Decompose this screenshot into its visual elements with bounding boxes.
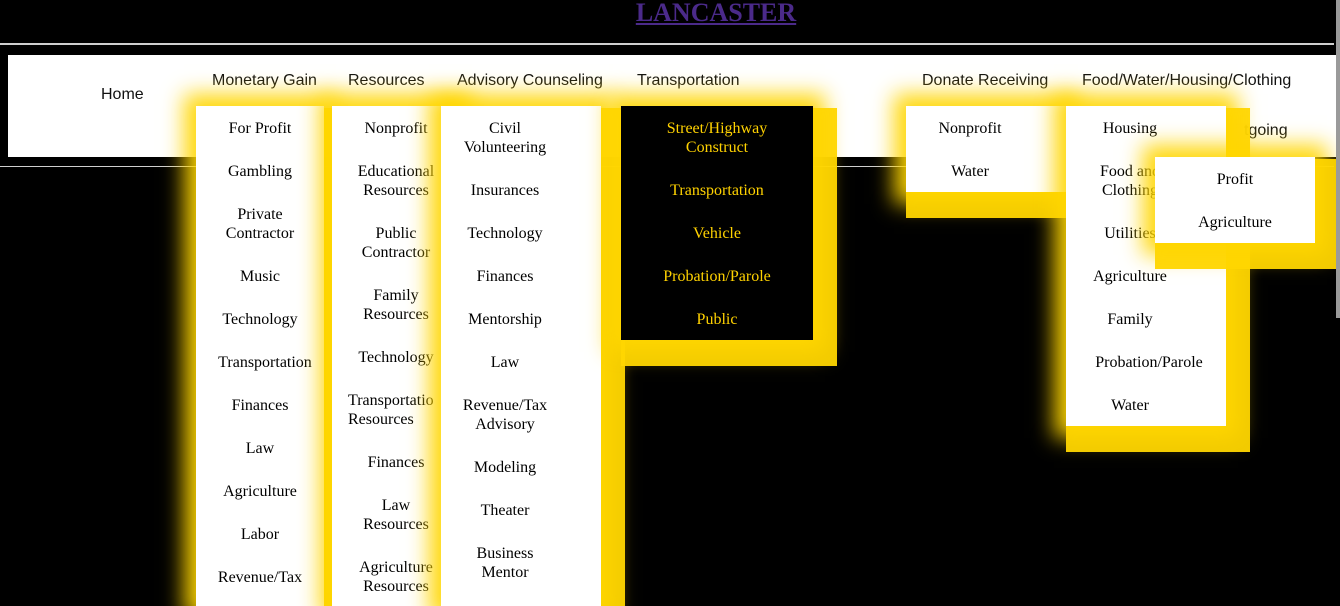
page-scrollbar[interactable] xyxy=(1336,0,1340,318)
menu-item-modeling[interactable]: Modeling xyxy=(473,459,537,476)
nav-outgoing-fragment[interactable]: tgoing xyxy=(1244,122,1288,139)
menu-item-street-highway-construct[interactable]: Street/Highway Construct xyxy=(666,120,768,156)
menu-item-finances[interactable]: Finances xyxy=(476,268,534,285)
nav-food-water-housing-clothing[interactable]: Food/Water/Housing/Clothing xyxy=(1082,72,1292,89)
menu-item-law[interactable]: Law xyxy=(490,354,520,371)
menu-item-finances[interactable]: Finances xyxy=(367,454,425,471)
menu-item-law[interactable]: Law xyxy=(245,440,275,457)
menu-item-water[interactable]: Water xyxy=(1111,397,1149,414)
menu-item-public[interactable]: Public xyxy=(696,311,738,328)
menu-item-vehicle[interactable]: Vehicle xyxy=(693,225,741,242)
nav-monetary-gain[interactable]: Monetary Gain xyxy=(212,72,317,89)
menu-item-revenue-tax[interactable]: Revenue/Tax xyxy=(217,569,303,586)
menu-item-probation-parole[interactable]: Probation/Parole xyxy=(663,268,771,285)
menu-item-housing[interactable]: Housing xyxy=(1102,120,1158,137)
menu-item-water[interactable]: Water xyxy=(951,163,989,180)
menu-item-technology[interactable]: Technology xyxy=(358,349,434,366)
nav-home[interactable]: Home xyxy=(101,86,144,103)
menu-item-agriculture[interactable]: Agriculture xyxy=(1093,268,1167,285)
menu-item-law-resources[interactable]: Law Resources xyxy=(363,497,429,533)
menu-item-gambling[interactable]: Gambling xyxy=(228,163,292,180)
nav-advisory-counseling[interactable]: Advisory Counseling xyxy=(457,72,603,89)
menu-item-food-and-clothing[interactable]: Food and Clothing xyxy=(1100,163,1160,199)
menu-item-revenue-tax-advisory[interactable]: Revenue/Tax Advisory xyxy=(462,397,548,433)
menu-item-mentorship[interactable]: Mentorship xyxy=(468,311,542,328)
dropdown-transportation: Street/Highway Construct Transportation … xyxy=(621,106,813,340)
nav-transportation[interactable]: Transportation xyxy=(637,72,740,89)
nav-resources[interactable]: Resources xyxy=(348,72,425,89)
menu-item-family[interactable]: Family xyxy=(1107,311,1153,328)
menu-item-finances[interactable]: Finances xyxy=(231,397,289,414)
site-title[interactable]: LANCASTER xyxy=(635,0,797,27)
dropdown-advisory-counseling: Civil Volunteering Insurances Technology… xyxy=(441,106,601,606)
menu-item-public-contractor[interactable]: Public Contractor xyxy=(361,225,431,261)
menu-item-nonprofit[interactable]: Nonprofit xyxy=(364,120,428,137)
menu-item-music[interactable]: Music xyxy=(240,268,280,285)
menu-item-nonprofit[interactable]: Nonprofit xyxy=(938,120,1002,137)
nav-donate-receiving[interactable]: Donate Receiving xyxy=(922,72,1049,89)
menu-item-insurances[interactable]: Insurances xyxy=(470,182,540,199)
menu-item-transportation[interactable]: Transportation xyxy=(670,182,764,199)
menu-item-technology[interactable]: Technology xyxy=(222,311,298,328)
dropdown-outgoing: Profit Agriculture xyxy=(1155,157,1315,243)
menu-item-transportation[interactable]: Transportation xyxy=(218,354,312,371)
dropdown-donate-receiving: Nonprofit Water xyxy=(906,106,1066,192)
menu-item-utilities[interactable]: Utilities xyxy=(1104,225,1156,242)
dropdown-food-water-housing-clothing: Housing Food and Clothing Utilities Agri… xyxy=(1066,106,1226,426)
menu-item-educational-resources[interactable]: Educational Resources xyxy=(357,163,435,199)
menu-item-for-profit[interactable]: For Profit xyxy=(228,120,292,137)
menu-item-transportation-resources[interactable]: Transportatio Resources xyxy=(348,392,434,428)
menu-item-agriculture[interactable]: Agriculture xyxy=(1198,214,1272,231)
menu-item-civil-volunteering[interactable]: Civil Volunteering xyxy=(463,120,547,156)
menu-item-technology[interactable]: Technology xyxy=(467,225,543,242)
menu-item-theater[interactable]: Theater xyxy=(480,502,530,519)
divider-top xyxy=(0,43,1334,45)
menu-item-business-mentor[interactable]: Business Mentor xyxy=(476,545,534,581)
menu-item-family-resources[interactable]: Family Resources xyxy=(363,287,429,323)
dropdown-monetary-gain: For Profit Gambling Private Contractor M… xyxy=(196,106,324,606)
menu-item-agriculture[interactable]: Agriculture xyxy=(223,483,297,500)
menu-item-private-contractor[interactable]: Private Contractor xyxy=(225,206,295,242)
dropdown-resources: Nonprofit Educational Resources Public C… xyxy=(332,106,460,606)
menu-item-probation-parole[interactable]: Probation/Parole xyxy=(1095,354,1203,371)
menu-item-labor[interactable]: Labor xyxy=(240,526,280,543)
menu-item-profit[interactable]: Profit xyxy=(1216,171,1254,188)
